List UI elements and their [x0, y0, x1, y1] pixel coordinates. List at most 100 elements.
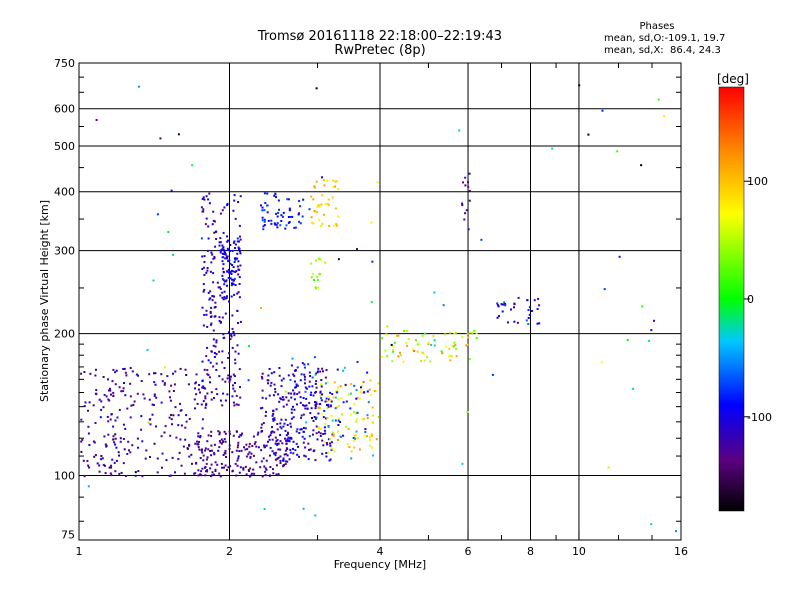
echo-point: [355, 430, 358, 433]
echo-point: [206, 456, 209, 459]
echo-point: [537, 297, 540, 300]
echo-point: [342, 401, 345, 404]
echo-point: [267, 219, 270, 222]
echo-point: [208, 298, 211, 301]
echo-point: [207, 237, 210, 240]
echo-point: [333, 381, 336, 384]
echo-point: [232, 241, 235, 244]
echo-point: [111, 458, 114, 461]
echo-point: [336, 386, 339, 389]
echo-point: [433, 291, 436, 294]
echo-point: [131, 370, 134, 373]
echo-point: [213, 356, 216, 358]
echo-point: [206, 249, 209, 252]
echo-point: [265, 444, 268, 447]
echo-point: [264, 474, 267, 477]
echo-point: [228, 433, 231, 435]
echo-point: [466, 332, 469, 335]
echo-point: [226, 202, 229, 205]
echo-point: [195, 373, 198, 376]
echo-point: [248, 442, 251, 445]
echo-point: [332, 396, 335, 399]
echo-point: [324, 400, 327, 403]
echo-point: [188, 417, 191, 420]
echo-point: [224, 464, 227, 467]
echo-point: [363, 391, 366, 394]
echo-point: [201, 418, 204, 421]
echo-point: [339, 385, 342, 388]
echo-point: [371, 260, 374, 263]
echo-point: [274, 451, 277, 454]
y-tick-label: 500: [54, 140, 75, 153]
echo-point: [299, 205, 302, 208]
grid-lines: [79, 63, 681, 540]
echo-point: [507, 321, 509, 324]
echo-point: [209, 290, 212, 293]
echo-point: [234, 284, 237, 287]
echo-point: [207, 359, 210, 362]
echo-point: [314, 407, 317, 410]
echo-point: [336, 389, 339, 392]
echo-point: [234, 358, 237, 361]
echo-point: [110, 464, 113, 467]
echo-point: [337, 215, 340, 218]
echo-point: [337, 424, 340, 426]
echo-point: [202, 400, 205, 403]
echo-point: [275, 440, 278, 443]
echo-point: [292, 447, 294, 450]
echo-point: [239, 434, 242, 437]
echo-point: [224, 380, 227, 383]
echo-point: [278, 367, 281, 369]
echo-point: [270, 381, 273, 384]
echo-point: [80, 372, 83, 375]
echo-point: [275, 408, 278, 411]
echo-point: [386, 325, 389, 328]
echo-point: [210, 251, 213, 254]
echo-point: [186, 447, 189, 450]
echo-point: [268, 368, 271, 370]
echo-point: [325, 455, 328, 458]
echo-point: [219, 249, 222, 252]
echo-point: [201, 380, 204, 383]
echo-point: [177, 133, 180, 136]
echo-point: [322, 444, 325, 447]
echo-point: [239, 238, 242, 241]
echo-point: [194, 442, 197, 445]
echo-point: [211, 295, 214, 297]
echo-point: [118, 454, 120, 457]
echo-point: [224, 251, 226, 254]
echo-point: [261, 389, 264, 392]
echo-point: [226, 393, 229, 396]
echo-point: [527, 323, 530, 325]
echo-point: [290, 417, 293, 420]
echo-point: [102, 376, 105, 378]
x-tick-label: 1: [76, 545, 83, 558]
echo-point: [232, 434, 235, 437]
echo-point: [152, 404, 155, 406]
echo-point: [275, 212, 277, 215]
echo-point: [266, 192, 269, 195]
echo-point: [317, 204, 320, 207]
echo-point: [317, 257, 320, 260]
echo-point: [329, 398, 332, 401]
echo-point: [154, 383, 157, 386]
echo-point: [161, 380, 164, 383]
echo-point: [360, 388, 363, 391]
echo-point: [204, 406, 207, 409]
echo-point: [218, 431, 221, 434]
echo-point: [310, 407, 313, 410]
echo-point: [206, 325, 209, 328]
echo-point: [234, 247, 237, 249]
echo-point: [237, 457, 240, 460]
echo-point: [316, 438, 319, 441]
echo-point: [107, 420, 110, 423]
echo-point: [503, 301, 506, 304]
echo-point: [273, 418, 276, 421]
echo-point: [205, 309, 208, 312]
echo-point: [235, 449, 238, 452]
echo-point: [129, 451, 132, 454]
echo-point: [381, 337, 384, 340]
echo-point: [239, 386, 241, 389]
echo-point: [114, 419, 117, 422]
echo-point: [504, 303, 507, 305]
